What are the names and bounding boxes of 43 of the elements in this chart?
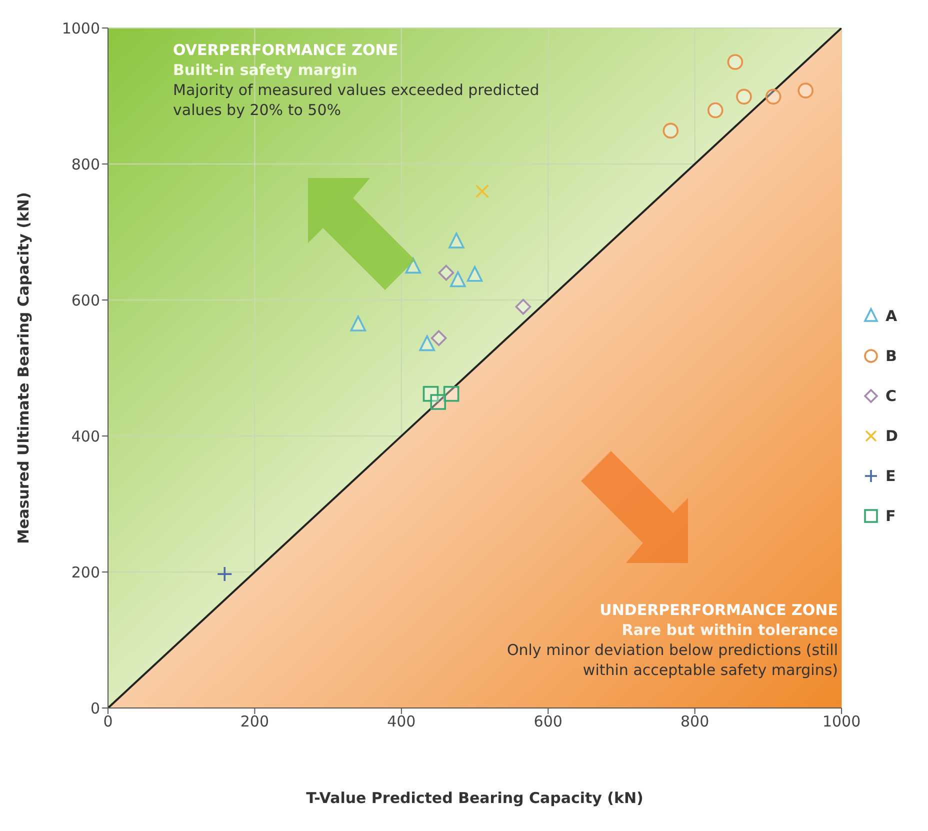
x-tick-label: 200 (240, 712, 270, 731)
x-tick-label: 600 (534, 712, 562, 731)
y-tick-label: 600 (71, 291, 100, 310)
point (419, 335, 435, 352)
y-tick-label: 200 (71, 563, 100, 582)
point (438, 264, 454, 281)
x-tick-label: 400 (387, 712, 416, 731)
x-tick-label: 0 (103, 712, 113, 731)
annotation: Only minor deviation below predictions (still within acceptable safety margins) (506, 640, 838, 680)
annotation: Majority of measured values exceeded predicted values by 20% to 50% (173, 80, 540, 120)
legend-label: A (886, 306, 898, 324)
point (798, 82, 814, 98)
legend-label: C (886, 386, 897, 404)
y-axis-title: Measured Ultimate Bearing Capacity (kN) (14, 192, 32, 544)
annotation: OVERPERFORMANCE ZONE (173, 40, 400, 60)
point (662, 122, 679, 139)
point (430, 394, 446, 410)
x-tick-label: 800 (680, 712, 710, 731)
point (443, 386, 460, 402)
point (350, 316, 366, 332)
point (466, 266, 483, 282)
legend-label: F (886, 506, 896, 524)
point (475, 184, 490, 198)
point (430, 330, 447, 346)
point (765, 88, 782, 105)
point (216, 566, 233, 582)
y-tick-label: 800 (71, 155, 100, 174)
y-tick-label: 1000 (62, 19, 100, 38)
point (707, 102, 724, 118)
point (727, 54, 744, 70)
point (448, 232, 464, 248)
x-axis-title: T-Value Predicted Bearing Capacity (kN) (306, 789, 644, 807)
point (736, 88, 752, 105)
y-tick-label: 400 (71, 427, 100, 446)
point (515, 298, 532, 315)
point (450, 271, 466, 288)
y-tick-label: 0 (90, 699, 100, 718)
annotation: Rare but within tolerance (620, 620, 838, 640)
legend-label: D (886, 426, 898, 444)
legend-label: B (886, 346, 897, 364)
legend-label: E (886, 466, 896, 484)
x-tick-label: 1000 (822, 712, 861, 731)
annotation: UNDERPERFORMANCE ZONE (598, 600, 838, 620)
